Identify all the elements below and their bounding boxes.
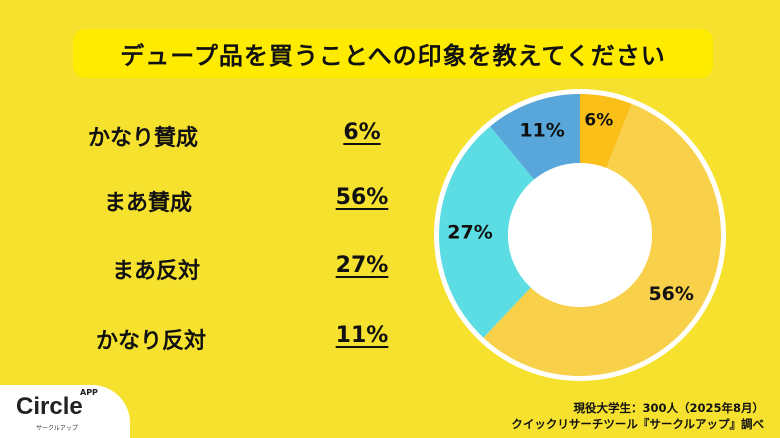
- donut-slice: [483, 103, 721, 377]
- legend-label: まあ反対: [112, 259, 201, 284]
- legend-value: 6%: [343, 120, 381, 145]
- slice-label: 6%: [584, 111, 613, 131]
- slice-label: 27%: [447, 222, 492, 244]
- donut-slice: [439, 126, 535, 338]
- chart-title: デュープ品を買うことへの印象を教えてください: [73, 29, 713, 78]
- donut-hole: [508, 163, 652, 307]
- legend-value: 11%: [335, 323, 389, 348]
- source-note: 現役大学生：300人（2025年8月） クイックリサーチツール『サークルアップ』…: [511, 400, 764, 432]
- logo-text: Circle: [16, 393, 83, 420]
- legend-value: 27%: [335, 253, 389, 278]
- logo-sub-text: サークルアップ: [36, 425, 78, 432]
- source-line-2: クイックリサーチツール『サークルアップ』調べ: [511, 417, 764, 431]
- legend-value: 56%: [335, 185, 389, 210]
- legend-row: かなり賛成 6%: [0, 114, 420, 154]
- slice-label: 11%: [519, 120, 564, 142]
- donut-chart: 6% 56% 27% 11%: [434, 89, 726, 381]
- legend-label: まあ賛成: [104, 191, 193, 216]
- source-line-1: 現役大学生：300人（2025年8月）: [573, 401, 764, 415]
- legend-label: かなり賛成: [88, 126, 199, 151]
- circle-app-logo: Circle APP サークルアップ: [0, 385, 130, 438]
- slice-label: 56%: [648, 283, 693, 305]
- legend-row: まあ反対 27%: [0, 247, 420, 287]
- donut-slice: [580, 94, 632, 169]
- legend-row: まあ賛成 56%: [0, 179, 420, 219]
- legend-row: かなり反対 11%: [0, 317, 420, 357]
- legend-label: かなり反対: [96, 329, 207, 354]
- logo-app-text: APP: [80, 388, 98, 397]
- donut-slice: [490, 94, 580, 180]
